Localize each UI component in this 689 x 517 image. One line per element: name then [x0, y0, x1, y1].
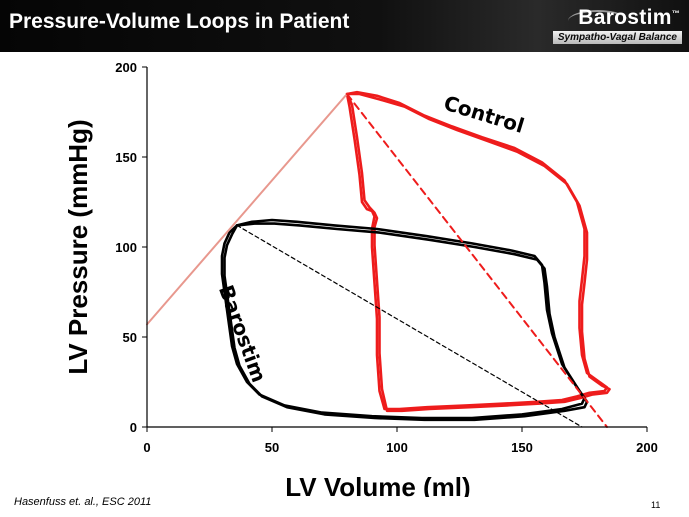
logo-wordmark: Barostim™ [578, 6, 680, 30]
x-tick-label: 0 [143, 440, 150, 455]
x-axis-title: LV Volume (ml) [285, 472, 470, 497]
series-control-repeat-line [345, 92, 611, 413]
plot-area [146, 90, 611, 428]
axis-ticks: 0 50 100 150 200 0 50 100 150 200 [115, 60, 658, 455]
y-tick-label: 100 [115, 240, 137, 255]
slide-header: Pressure-Volume Loops in Patient Barosti… [0, 0, 689, 52]
x-tick-label: 200 [636, 440, 658, 455]
pv-loop-chart: 0 50 100 150 200 0 50 100 150 200 LV Pressure (mm… [63, 60, 658, 497]
logo-swoosh-icon [568, 10, 628, 32]
y-tick-label: 200 [115, 60, 137, 75]
slide-number: 11 [651, 500, 661, 510]
x-tick-label: 50 [265, 440, 279, 455]
series-control-ea-line [346, 93, 608, 428]
series-control-line [345, 90, 609, 411]
series-barostim-ea-line [236, 224, 583, 428]
logo-name: Barostim [578, 6, 672, 29]
citation: Hasenfuss et. al., ESC 2011 [14, 496, 152, 508]
slide-title: Pressure-Volume Loops in Patient [9, 10, 350, 33]
x-tick-label: 100 [386, 440, 408, 455]
y-tick-label: 150 [115, 150, 137, 165]
y-tick-label: 50 [123, 330, 137, 345]
y-axis-title: LV Pressure (mmHg) [63, 119, 93, 374]
logo-trademark: ™ [671, 9, 680, 18]
series-barostim-line [220, 218, 586, 420]
x-tick-label: 150 [511, 440, 533, 455]
y-tick-label: 0 [130, 420, 137, 435]
barostim-logo: Barostim™ Sympatho-Vagal Balance [552, 4, 686, 48]
control-annotation: Control [441, 91, 527, 138]
series-barostim-repeat-line [223, 222, 589, 422]
series-espvr-line [146, 93, 348, 326]
logo-tagline: Sympatho-Vagal Balance [552, 31, 682, 44]
